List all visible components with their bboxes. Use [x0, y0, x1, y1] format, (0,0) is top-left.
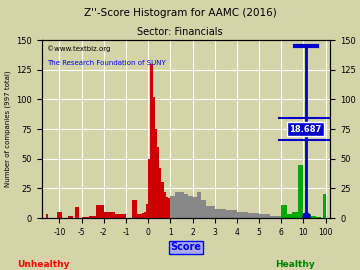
Bar — [175, 192, 179, 218]
Bar — [57, 212, 62, 218]
Bar — [197, 192, 202, 218]
Text: Sector: Financials: Sector: Financials — [137, 27, 223, 37]
Bar — [168, 198, 170, 218]
Bar — [323, 194, 326, 218]
Bar — [115, 214, 126, 218]
Bar — [166, 197, 168, 218]
Bar — [202, 200, 206, 218]
Bar — [206, 206, 210, 218]
Bar — [281, 205, 287, 218]
Bar — [292, 212, 298, 218]
Bar — [237, 212, 248, 218]
Text: Healthy: Healthy — [275, 260, 315, 269]
Bar — [193, 197, 197, 218]
Bar — [306, 214, 311, 218]
Bar — [131, 200, 137, 218]
Bar — [164, 192, 166, 218]
Bar — [162, 183, 164, 218]
Bar — [137, 214, 139, 218]
Bar — [184, 194, 188, 218]
Bar — [75, 207, 80, 218]
Bar — [89, 216, 96, 218]
Bar — [144, 212, 146, 218]
Bar — [188, 195, 193, 218]
Text: ©www.textbiz.org: ©www.textbiz.org — [48, 45, 111, 52]
Bar — [153, 97, 155, 218]
Bar — [82, 217, 89, 218]
Bar — [215, 208, 226, 218]
Bar — [157, 147, 159, 218]
Bar — [270, 216, 281, 218]
Bar — [287, 214, 292, 218]
Text: 18.687: 18.687 — [289, 124, 322, 134]
Bar — [303, 213, 306, 218]
X-axis label: Score: Score — [171, 242, 202, 252]
Y-axis label: Number of companies (997 total): Number of companies (997 total) — [4, 71, 11, 187]
Bar — [170, 195, 175, 218]
Bar — [146, 204, 148, 218]
Bar — [159, 168, 162, 218]
Bar — [210, 206, 215, 218]
Bar — [155, 129, 157, 218]
Bar — [298, 165, 303, 218]
Bar — [248, 213, 259, 218]
Bar — [96, 205, 104, 218]
Text: The Research Foundation of SUNY: The Research Foundation of SUNY — [48, 60, 166, 66]
Bar — [226, 210, 237, 218]
Bar — [150, 64, 153, 218]
Bar — [148, 159, 150, 218]
Bar — [179, 192, 184, 218]
Text: Z''-Score Histogram for AAMC (2016): Z''-Score Histogram for AAMC (2016) — [84, 8, 276, 18]
Bar — [68, 216, 73, 218]
Text: Unhealthy: Unhealthy — [17, 260, 69, 269]
Bar — [316, 217, 321, 218]
Bar — [46, 214, 48, 218]
Bar — [259, 214, 270, 218]
Bar — [104, 212, 115, 218]
Bar — [311, 216, 316, 218]
Bar — [141, 213, 144, 218]
Bar — [139, 214, 141, 218]
